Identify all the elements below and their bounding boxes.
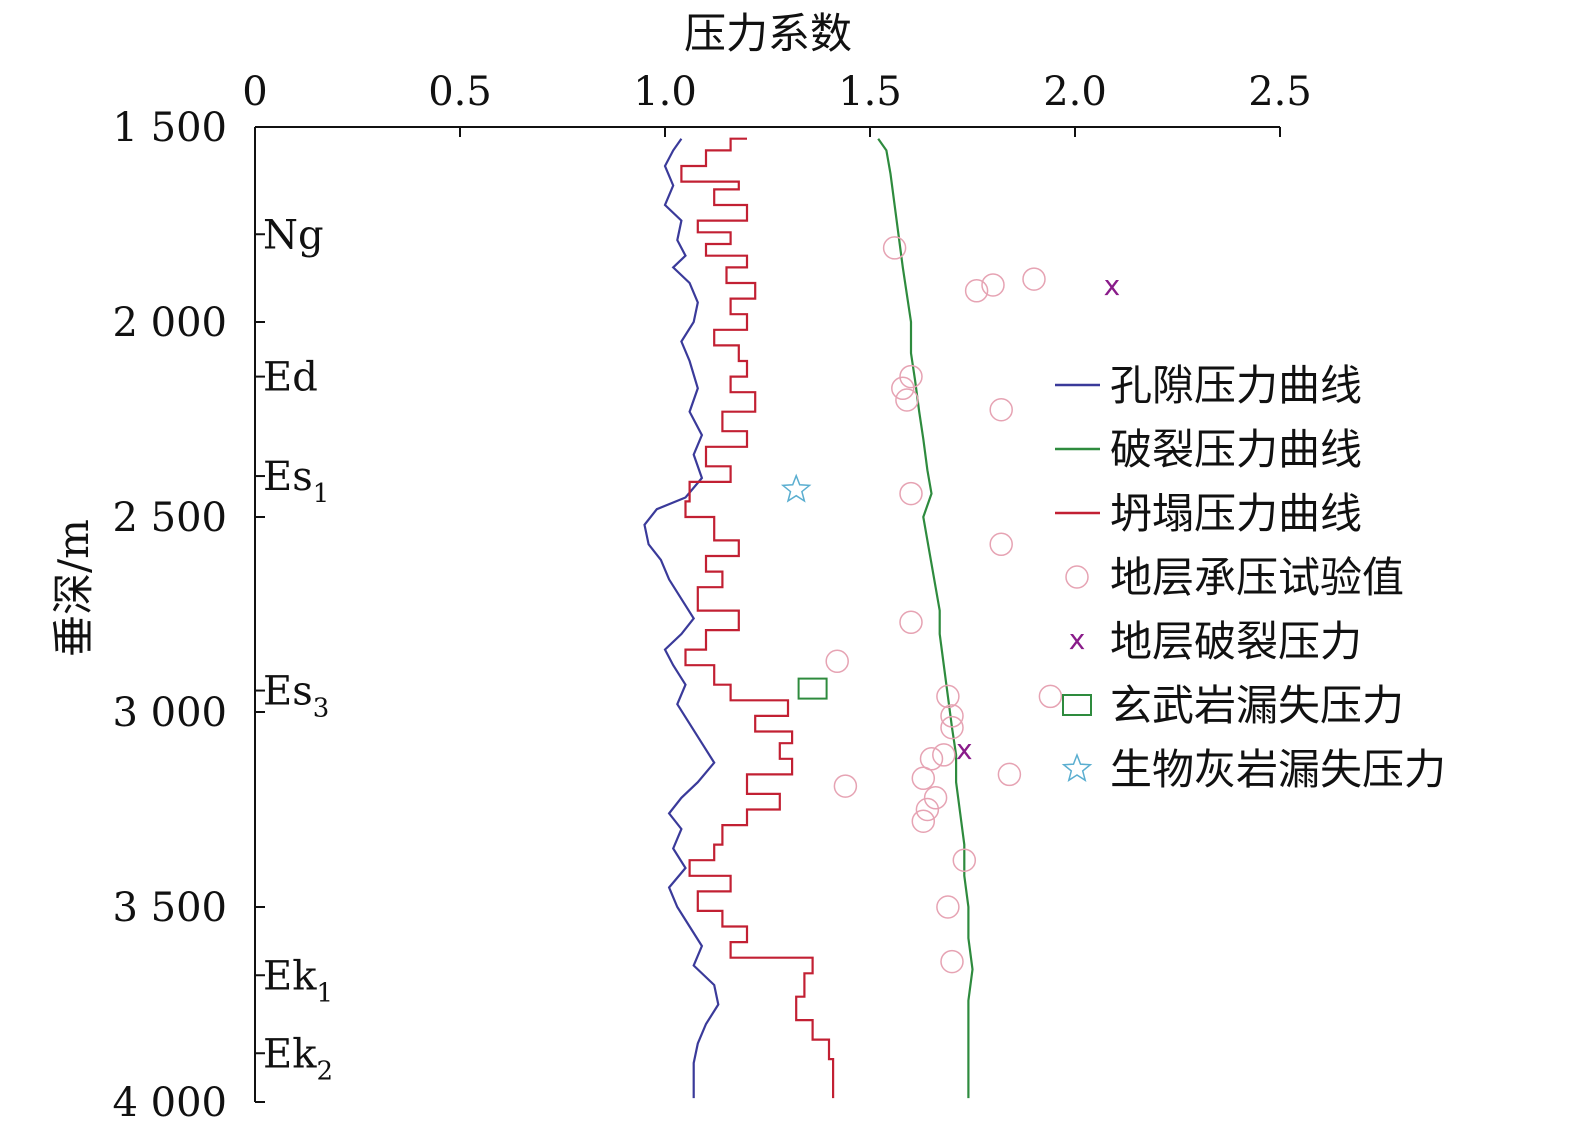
data-point [895,388,919,412]
legend-item: 地层承压试验值 [1065,553,1404,602]
data-point: x [1104,269,1121,302]
series-破裂压力曲线 [877,138,974,1099]
data-point [989,398,1013,422]
data-point [1038,684,1063,709]
legend-item: 玄武岩漏失压力 [1062,681,1404,730]
curve-line [680,137,835,1099]
formation-name: Es [263,454,313,500]
data-point [932,743,956,767]
data-point [825,649,849,674]
formation-name: Ed [263,355,318,401]
data-point [981,273,1005,297]
data-point [997,762,1022,787]
series-地层承压试验值 [825,236,1063,974]
formation-label: Es3 [263,669,329,724]
data-point [882,236,907,260]
legend-label: 生物灰岩漏失压力 [1110,745,1446,794]
formation-name: Ek [263,1031,317,1077]
series-孔隙压力曲线 [643,138,720,1099]
legend-item: x 地层破裂压力 [1069,617,1362,666]
legend-label: 破裂压力曲线 [1110,425,1362,474]
y-tick-label: 3 000 [112,690,227,736]
data-point [899,364,923,389]
x-tick-label: 1.5 [838,69,902,115]
legend-item: 破裂压力曲线 [1055,425,1362,474]
data-point [891,376,915,401]
formation-name: Es [263,669,313,715]
plot-area: xx [643,137,1120,1099]
curve-line [877,138,974,1099]
y-axis-title: 垂深/m [49,519,98,657]
y-tick-label: 4 000 [112,1080,227,1126]
legend-item: 孔隙压力曲线 [1055,361,1362,410]
data-point [952,848,977,872]
data-point [964,279,989,303]
data-point [940,704,964,728]
curve-line [643,138,720,1099]
formation-subscript: 1 [316,978,333,1008]
x-tick-label: 2.5 [1248,69,1312,115]
series-生物灰岩漏失压力 [780,473,812,503]
legend-label: 地层破裂压力 [1110,617,1362,666]
data-point [936,895,960,919]
legend-item: 生物灰岩漏失压力 [1061,745,1446,794]
series-玄武岩漏失压力 [797,677,828,700]
formation-label: Es1 [263,454,329,509]
x-tick-label: 1.0 [633,69,697,115]
formation-name: Ek [263,953,317,999]
data-point [989,532,1013,557]
formation-subscript: 1 [313,479,330,509]
series-坍塌压力曲线 [680,137,835,1099]
series-地层破裂压力: xx [956,269,1120,766]
legend-label: 坍塌压力曲线 [1110,489,1362,538]
x-tick-label: 2.0 [1043,69,1107,115]
formation-label: Ng [263,212,324,258]
y-tick-label: 3 500 [112,885,227,931]
formation-label: Ek1 [263,953,333,1008]
formation-subscript: 2 [316,1056,333,1086]
legend-swatch: x [1069,623,1086,656]
data-point [923,786,948,810]
data-point [899,481,923,506]
legend-swatch [1061,752,1093,782]
x-axis-title: 压力系数 [684,9,852,58]
y-tick-label: 2 000 [112,300,227,346]
formation-label: Ek2 [263,1031,333,1086]
data-point: x [956,733,973,766]
data-point [940,715,964,740]
data-point [797,677,828,700]
y-tick-label: 1 500 [112,105,227,151]
data-point [911,809,936,833]
data-point [833,774,858,798]
x-tick-label: 0 [242,69,267,115]
data-point [940,949,964,974]
x-tick-label: 0.5 [428,69,492,115]
formation-label: Ed [263,355,318,401]
legend-swatch [1065,565,1089,589]
data-point [915,797,940,822]
legend-item: 坍塌压力曲线 [1055,489,1362,538]
legend-label: 孔隙压力曲线 [1110,361,1362,410]
data-point [780,473,812,503]
legend-label: 地层承压试验值 [1110,553,1404,602]
legend-label: 玄武岩漏失压力 [1110,681,1404,730]
y-tick-label: 2 500 [112,495,227,541]
data-point [936,684,960,709]
formation-subscript: 3 [313,694,330,724]
legend-swatch [1062,694,1092,716]
data-point [919,747,944,771]
data-point [899,610,923,635]
axes: 0 0.5 1.0 1.5 2.0 2.5 1 500 2 000 2 500 3 000 3 50… [112,69,1311,1126]
formation-name: Ng [263,212,324,258]
data-point [1022,267,1046,291]
data-point [911,766,936,791]
